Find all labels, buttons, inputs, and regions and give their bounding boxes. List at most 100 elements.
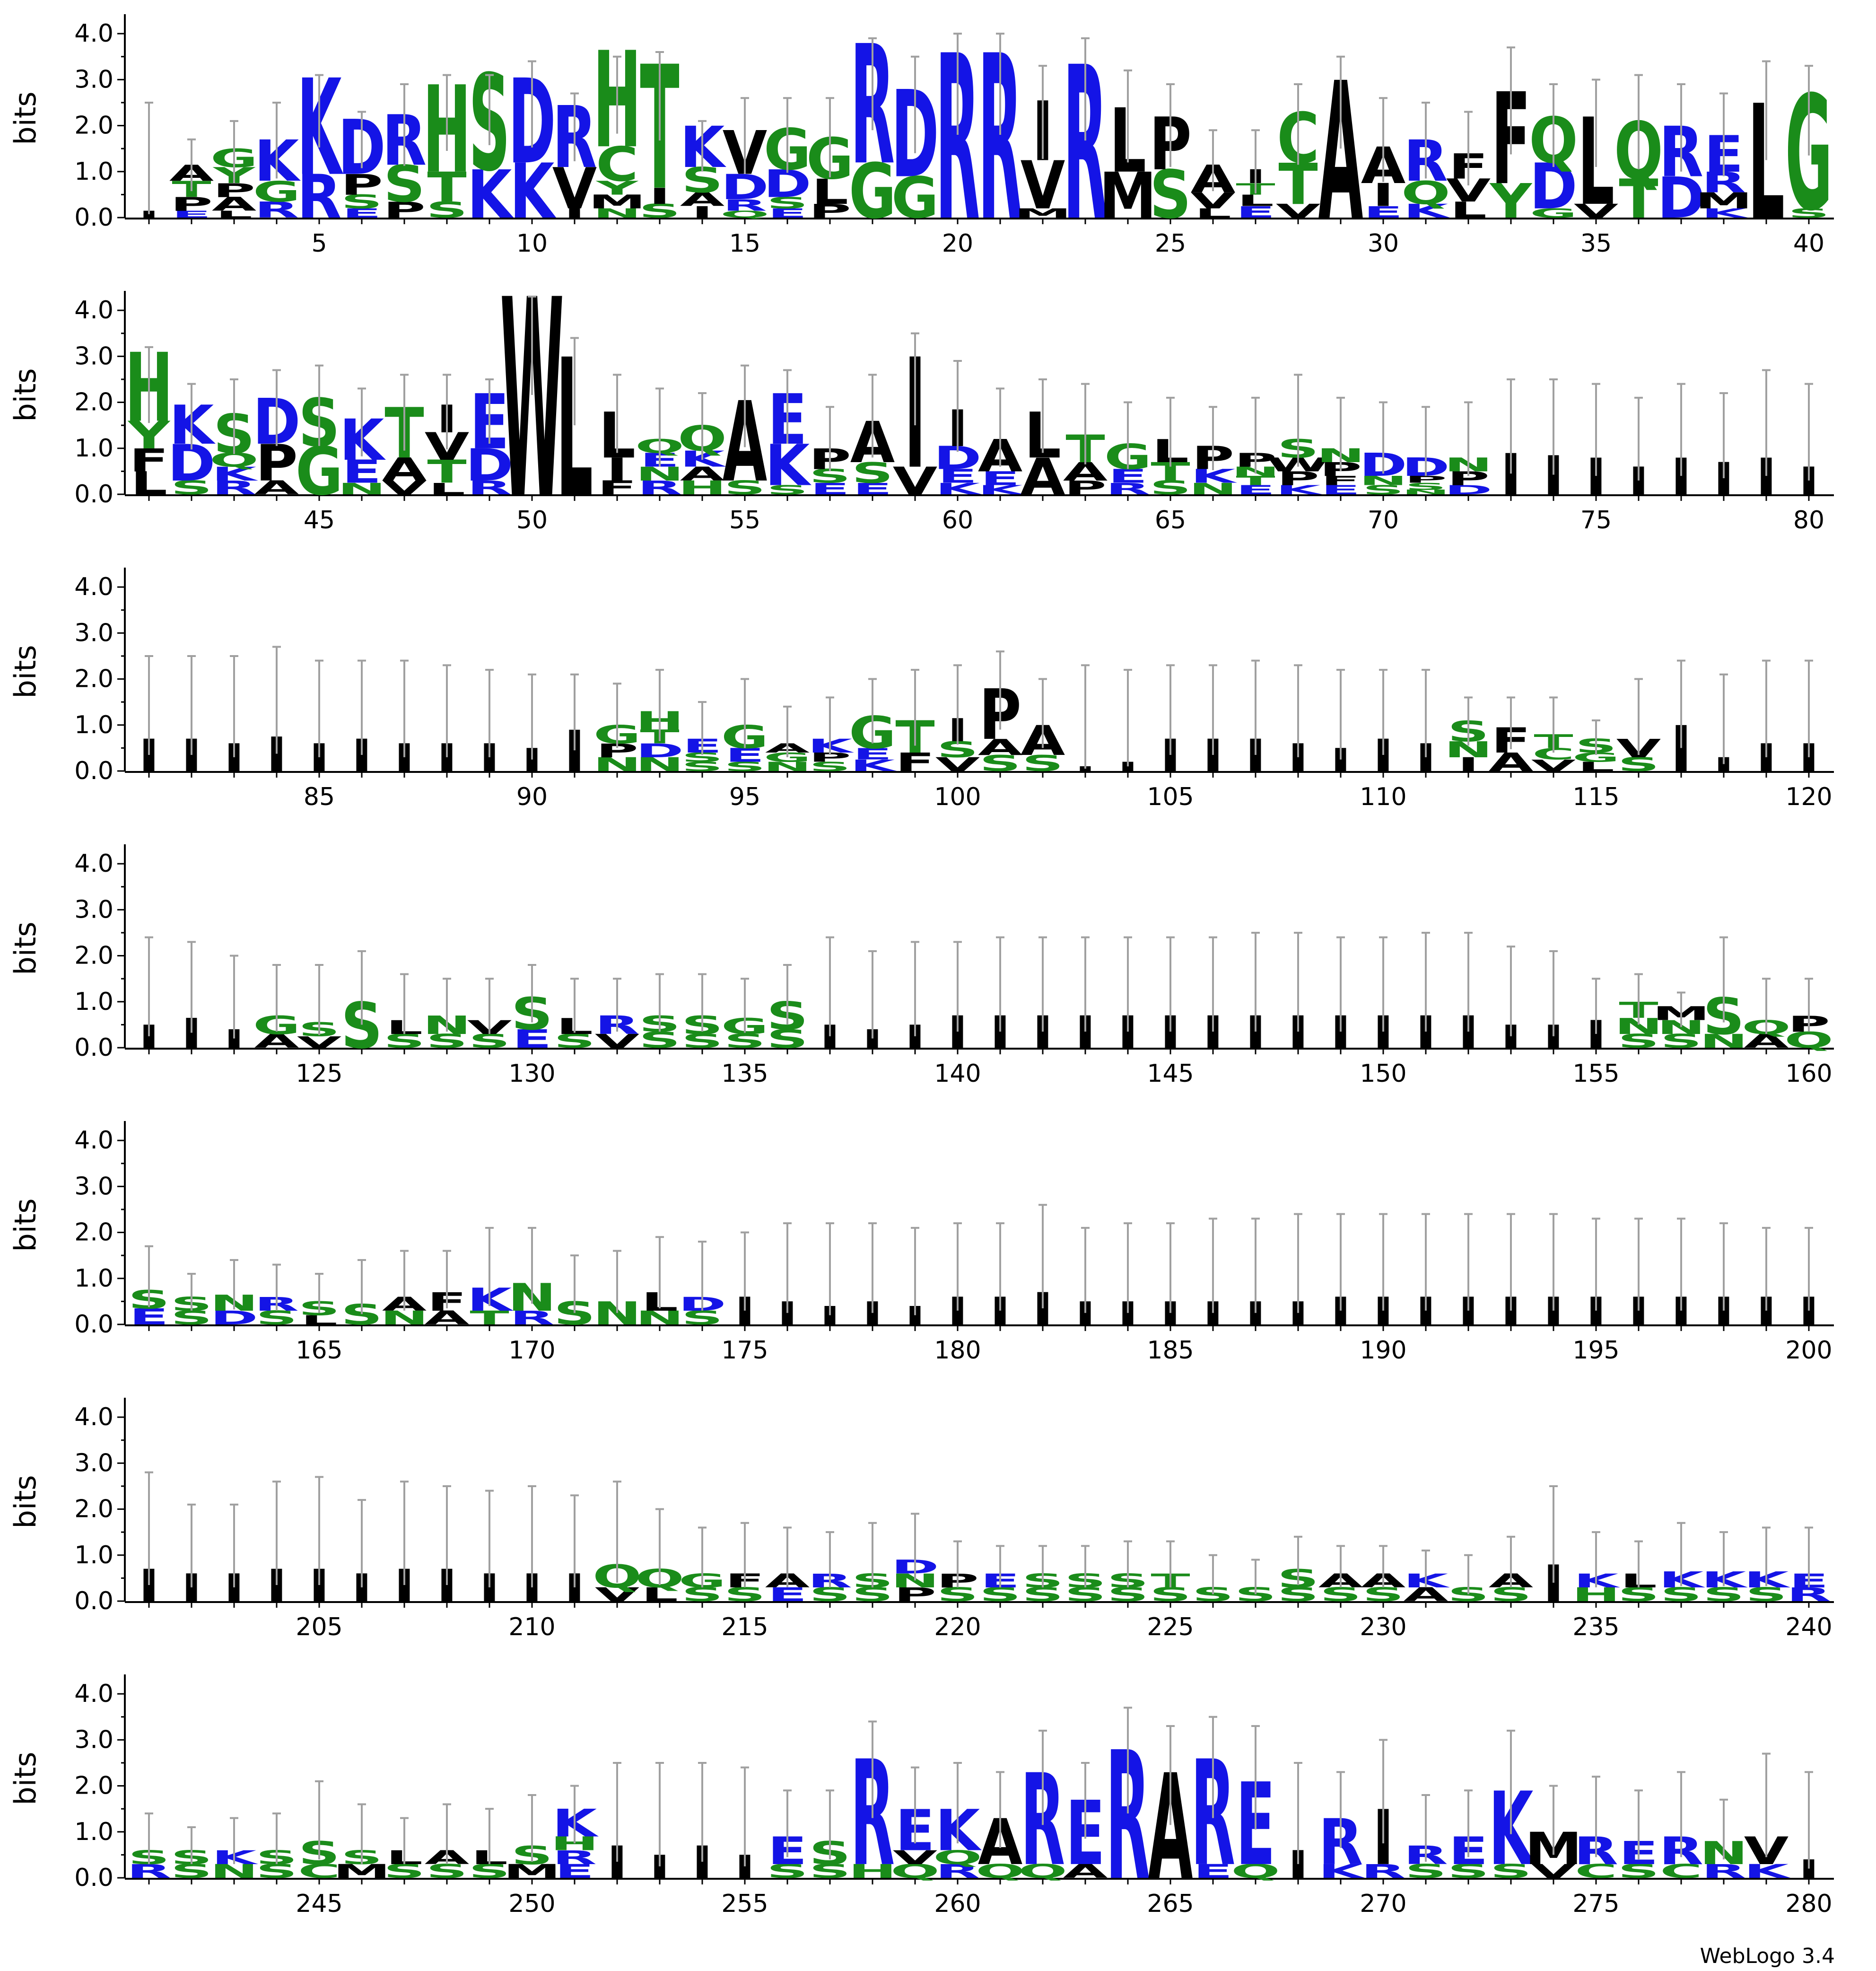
residue-letter: D: [465, 439, 513, 491]
y-tick-label: 2.0: [74, 1772, 113, 1800]
residue-letter: N: [1700, 1031, 1748, 1052]
residue-letter: E: [342, 454, 381, 491]
residue-letter: H: [1572, 1584, 1620, 1606]
y-tick-label: 3.0: [74, 1726, 113, 1754]
residue-letter: S: [1703, 1584, 1745, 1606]
residue-letter: E: [1363, 203, 1403, 222]
residue-letter: S: [256, 1861, 297, 1883]
residue-letter: R: [254, 197, 299, 223]
residue-letter: F: [129, 442, 168, 479]
residue-letter: W: [500, 242, 564, 559]
x-tick-label: 125: [296, 1060, 342, 1088]
residue-letter: S: [767, 482, 808, 497]
residue-letter: S: [469, 1861, 510, 1883]
residue-letter: D: [1657, 165, 1705, 231]
residue-letter: H: [678, 477, 726, 499]
residue-letter: K: [935, 1798, 982, 1864]
residue-letter: N: [210, 1861, 258, 1883]
y-tick-label: 3.0: [74, 1172, 113, 1200]
y-tick-label: 4.0: [74, 1680, 113, 1708]
x-tick-label: 25: [1155, 229, 1186, 258]
residue-letter: R: [1787, 1584, 1831, 1606]
residue-letter: P: [809, 201, 851, 222]
y-axis-label: bits: [8, 368, 43, 421]
residue-letter: L: [1237, 192, 1274, 210]
y-tick-label: 4.0: [74, 573, 113, 601]
y-tick-label: 0.0: [74, 757, 113, 785]
y-tick-label: 4.0: [74, 850, 113, 878]
residue-letter: I: [691, 203, 713, 222]
residue-letter: S: [1490, 1861, 1532, 1883]
residue-letter: V: [893, 1847, 938, 1868]
residue-letter: S: [1065, 1584, 1106, 1606]
residue-letter: N: [380, 1307, 428, 1329]
residue-letter: L: [811, 172, 848, 212]
residue-letter: R: [1106, 480, 1150, 499]
residue-letter: A: [1489, 748, 1534, 777]
y-axis-label: bits: [8, 921, 43, 975]
residue-letter: K: [212, 463, 259, 485]
residue-letter: H: [848, 1861, 897, 1883]
x-tick-label: 275: [1572, 1890, 1619, 1918]
x-tick-label: 85: [304, 783, 335, 811]
x-tick-label: 50: [516, 506, 548, 534]
residue-letter: S: [1150, 477, 1191, 499]
residue-letter: R: [723, 196, 767, 215]
y-tick-label: 3.0: [74, 342, 113, 370]
residue-letter: D: [1444, 482, 1492, 497]
residue-letter: E: [555, 1861, 594, 1883]
residue-letter: D: [721, 167, 768, 207]
y-tick-label: 3.0: [74, 619, 113, 647]
x-tick-label: 210: [508, 1613, 555, 1641]
x-tick-label: 40: [1793, 229, 1824, 258]
residue-letter: E: [1236, 203, 1275, 222]
residue-letter: S: [426, 1861, 468, 1883]
residue-letter: T: [470, 1307, 509, 1329]
residue-letter: E: [768, 1584, 807, 1606]
residue-letter: S: [979, 1584, 1021, 1606]
x-tick-label: 160: [1785, 1060, 1832, 1088]
residue-letter: V: [935, 754, 980, 776]
residue-letter: N: [338, 480, 386, 499]
residue-letter: A: [680, 463, 725, 485]
y-tick-label: 2.0: [74, 665, 113, 693]
residue-letter: A: [1744, 1031, 1789, 1052]
residue-letter: T: [427, 454, 466, 491]
x-tick-label: 140: [934, 1060, 981, 1088]
residue-letter: V: [1574, 201, 1619, 222]
residue-letter: K: [765, 433, 812, 499]
y-tick-label: 2.0: [74, 942, 113, 970]
residue-letter: E: [1321, 482, 1360, 497]
residue-letter: S: [1660, 1031, 1702, 1052]
residue-letter: S: [1022, 751, 1064, 776]
residue-letter: S: [171, 477, 212, 499]
x-tick-label: 260: [934, 1890, 981, 1918]
residue-letter: R: [510, 1307, 554, 1329]
residue-letter: E: [342, 206, 381, 220]
residue-letter: S: [1490, 1584, 1532, 1606]
residue-letter: K: [467, 1282, 514, 1318]
residue-letter: S: [1362, 482, 1404, 497]
residue-letter: C: [298, 1861, 340, 1883]
residue-letter: M: [588, 191, 646, 213]
x-tick-label: 30: [1368, 229, 1399, 258]
residue-letter: E: [853, 745, 892, 763]
y-tick-label: 4.0: [74, 19, 113, 48]
residue-letter: K: [935, 480, 983, 499]
residue-letter: R: [297, 163, 341, 232]
residue-letter: T: [1619, 168, 1658, 230]
residue-letter: K: [1659, 1567, 1706, 1592]
residue-letter: A: [680, 189, 725, 210]
x-tick-label: 55: [729, 506, 760, 534]
residue-letter: Y: [1489, 174, 1533, 229]
residue-letter: F: [1321, 473, 1360, 488]
y-tick-label: 0.0: [74, 1587, 113, 1615]
residue-letter: S: [1022, 1584, 1064, 1606]
residue-letter: Q: [976, 1861, 1025, 1883]
residue-letter: R: [467, 477, 512, 499]
x-tick-label: 60: [942, 506, 973, 534]
